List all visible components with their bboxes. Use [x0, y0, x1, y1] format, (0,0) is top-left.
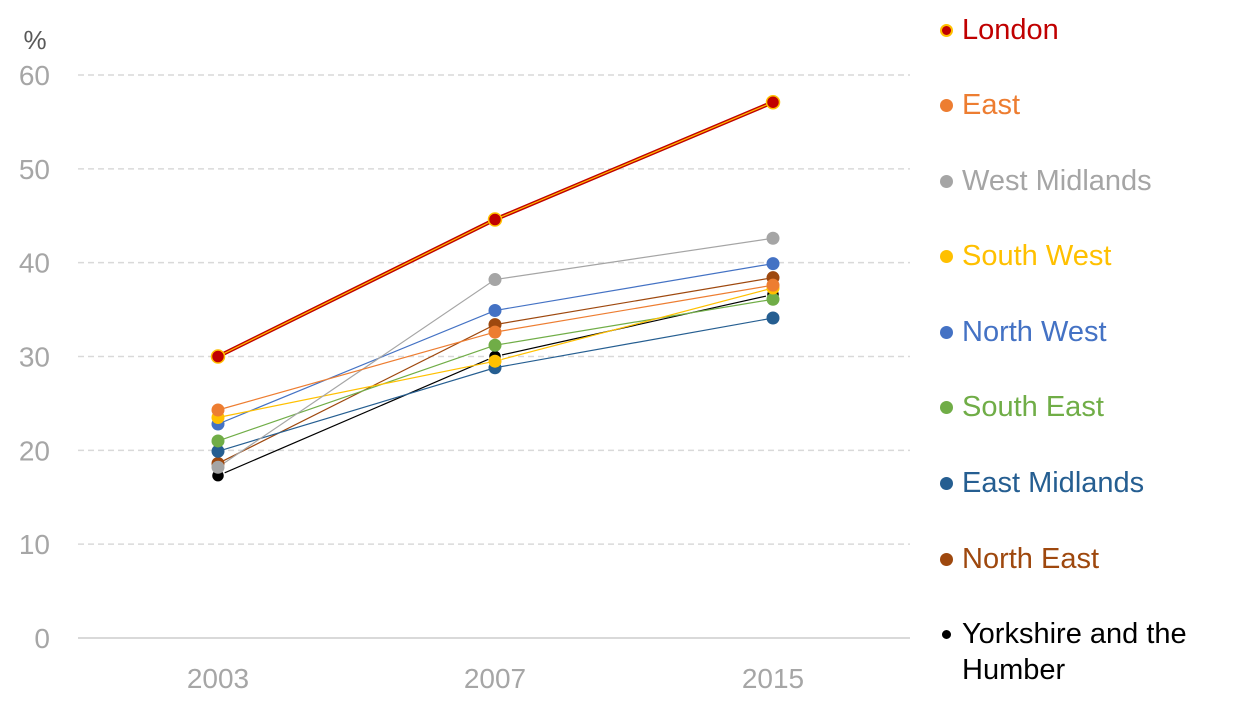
data-point: [488, 354, 502, 368]
series-lines: [217, 100, 774, 477]
legend-item: East Midlands: [940, 465, 1217, 501]
legend-marker: [940, 401, 953, 414]
x-tick-label: 2007: [464, 663, 526, 694]
data-point: [211, 403, 225, 417]
data-point: [488, 304, 502, 318]
legend-item: North East: [940, 541, 1217, 577]
data-point: [765, 94, 781, 110]
legend-item: London: [940, 12, 1217, 48]
x-tick-labels: 2003 2007 2015: [187, 663, 804, 694]
legend-marker: [940, 250, 953, 263]
y-tick-label: 10: [19, 529, 50, 560]
legend-label: West Midlands: [962, 165, 1152, 197]
line-chart: % 0 10 20 30 40 50 60 2003 2007 2015: [19, 25, 910, 694]
legend-label: North West: [962, 316, 1107, 348]
data-point: [766, 231, 780, 245]
data-point: [211, 444, 225, 458]
y-tick-label: 40: [19, 248, 50, 279]
y-tick-labels: 0 10 20 30 40 50 60: [19, 60, 50, 654]
data-point: [766, 278, 780, 292]
y-tick-label: 20: [19, 435, 50, 466]
data-point: [211, 434, 225, 448]
legend-label: South West: [962, 240, 1112, 272]
y-tick-label: 0: [34, 623, 50, 654]
x-tick-label: 2015: [742, 663, 804, 694]
legend-marker: [940, 326, 953, 339]
data-point: [210, 349, 226, 364]
data-point: [766, 292, 780, 306]
data-point: [766, 311, 780, 325]
data-point: [488, 273, 502, 287]
legend-marker: [940, 175, 953, 188]
data-point: [488, 338, 502, 352]
data-point: [487, 212, 503, 227]
series-markers: [210, 94, 781, 483]
x-tick-label: 2003: [187, 663, 249, 694]
data-point: [211, 460, 225, 474]
legend-label: London: [962, 14, 1059, 46]
legend-item: East: [940, 87, 1217, 123]
legend-item: North West: [940, 314, 1217, 350]
legend-marker: [940, 628, 953, 641]
legend-label: South East: [962, 391, 1104, 423]
legend-item: South East: [940, 389, 1217, 425]
data-point: [488, 325, 502, 339]
legend-label: East: [962, 89, 1021, 121]
legend-marker: [940, 477, 953, 490]
legend-marker: [940, 24, 953, 37]
legend-item: Yorkshire and the Humber: [940, 616, 1217, 688]
legend-label: Yorkshire and the Humber: [962, 618, 1187, 686]
y-axis-label: %: [23, 25, 46, 55]
legend-label: East Midlands: [962, 467, 1145, 499]
y-tick-label: 30: [19, 342, 50, 373]
legend-item: West Midlands: [940, 163, 1217, 199]
y-tick-label: 50: [19, 154, 50, 185]
data-point: [766, 257, 780, 271]
legend-item: South West: [940, 238, 1217, 274]
legend-marker: [940, 99, 953, 112]
legend-marker: [940, 553, 953, 566]
legend-label: North East: [962, 543, 1099, 575]
y-tick-label: 60: [19, 60, 50, 91]
